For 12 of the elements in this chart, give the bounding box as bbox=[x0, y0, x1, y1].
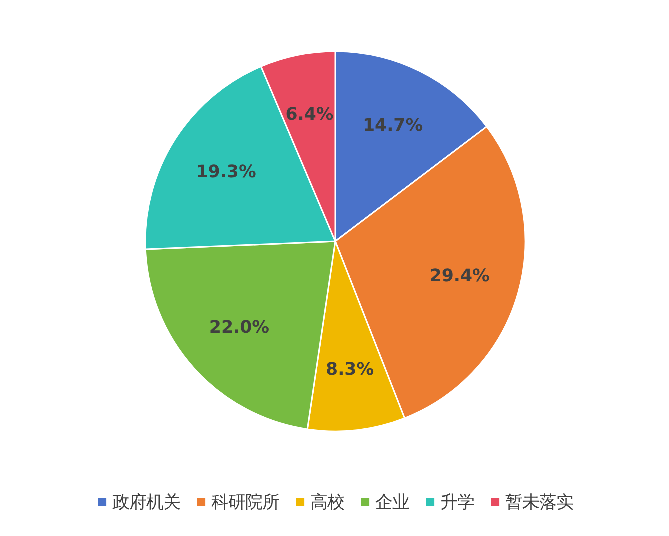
legend-label: 暂未落实 bbox=[506, 492, 574, 514]
legend-label: 科研院所 bbox=[212, 492, 280, 514]
data-label: 6.4% bbox=[286, 104, 334, 125]
legend-label: 政府机关 bbox=[112, 492, 180, 514]
data-label: 19.3% bbox=[196, 162, 256, 183]
legend-label: 企业 bbox=[376, 492, 410, 514]
data-label: 22.0% bbox=[209, 318, 270, 338]
data-label: 8.3% bbox=[326, 360, 374, 380]
legend-label: 高校 bbox=[310, 492, 344, 514]
data-label: 29.4% bbox=[430, 266, 490, 287]
legend-label: 升学 bbox=[440, 492, 474, 514]
data-label: 14.7% bbox=[362, 116, 424, 136]
